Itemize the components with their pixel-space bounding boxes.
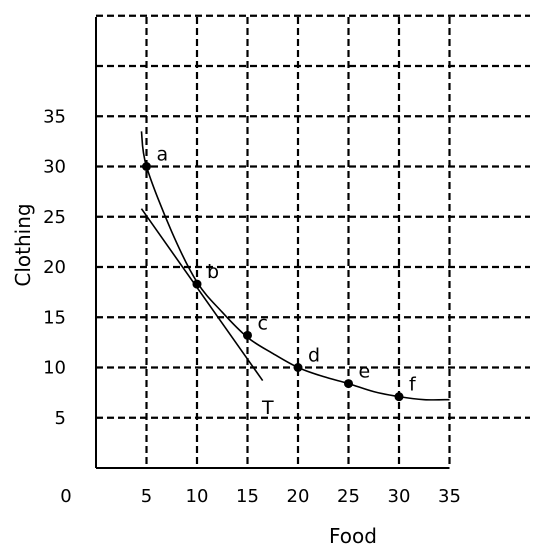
y-tick-label: 15 [43,307,66,328]
y-tick-label: 5 [55,408,66,429]
x-tick-label: 25 [337,486,360,507]
x-axis-label: Food [329,524,377,546]
x-tick-label: 20 [287,486,310,507]
series-layer: T [140,131,450,419]
point-label-f: f [409,374,417,396]
x-tick-label: 30 [388,486,411,507]
x-tick-label: 10 [186,486,209,507]
y-tick-label: 20 [43,257,66,278]
tangent-label: T [261,397,274,419]
point-f [394,392,404,402]
point-label-a: a [157,144,169,166]
y-tick-label: 25 [43,207,66,228]
point-label-c: c [258,312,268,334]
x-tick-label: 15 [236,486,259,507]
grid-lines [96,14,530,468]
point-a [142,162,151,171]
point-label-d: d [308,345,320,367]
data-points: a b c d e f [142,144,417,402]
tick-labels: 5 10 15 20 25 30 35 5 10 15 20 25 30 35 [43,106,461,507]
y-axis-label: Clothing [11,203,35,286]
x-tick-label: 35 [438,486,461,507]
indifference-curve [140,131,450,401]
point-label-b: b [207,261,219,283]
x-tick-label: 5 [141,486,152,507]
tangent-line [140,208,264,382]
y-tick-label: 30 [43,157,66,178]
point-e [344,379,353,389]
y-tick-label: 10 [43,358,66,379]
point-label-e: e [359,361,371,383]
point-b [192,279,202,289]
point-d [293,363,303,372]
point-c [243,330,252,340]
origin-label: 0 [60,486,71,507]
y-tick-label: 35 [43,106,66,127]
